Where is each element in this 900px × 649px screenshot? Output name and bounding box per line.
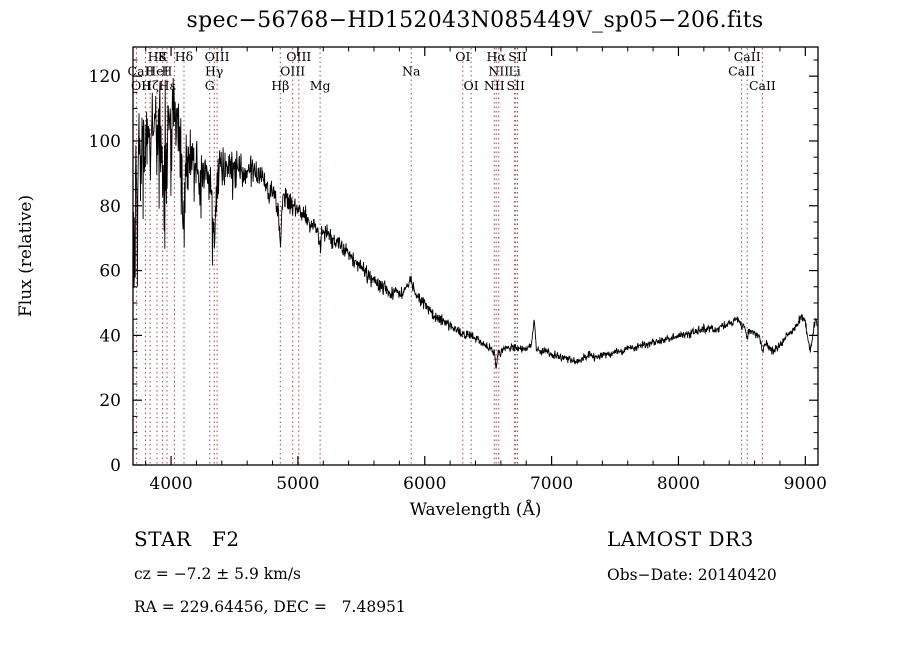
y-tick-label: 80 bbox=[99, 197, 121, 217]
spectral-line-label: SII bbox=[508, 49, 527, 64]
spectral-line-label: CaII bbox=[728, 64, 755, 79]
x-tick-label: 6000 bbox=[403, 474, 446, 494]
spectral-line-label: Mg bbox=[310, 78, 331, 93]
spectral-line-label: H bbox=[162, 64, 173, 79]
spectral-line-label: H8 bbox=[148, 49, 167, 64]
spectral-line-label: K bbox=[158, 49, 168, 64]
obs-date-label: Obs−Date: 20140420 bbox=[607, 566, 777, 584]
spectral-line-label: CaII bbox=[749, 78, 776, 93]
spectral-line-label: OIII bbox=[286, 49, 311, 64]
spectral-line-label: Li bbox=[508, 64, 520, 79]
object-class-label: STAR F2 bbox=[134, 527, 240, 551]
spectral-line-label: OI bbox=[455, 49, 470, 64]
x-tick-label: 5000 bbox=[276, 474, 319, 494]
spectral-line-label: OI bbox=[464, 78, 479, 93]
spectrum-trace bbox=[133, 77, 818, 369]
spectral-line-label: Hγ bbox=[205, 64, 223, 79]
y-tick-label: 60 bbox=[99, 262, 121, 282]
spectral-line-label: Hβ bbox=[271, 78, 289, 93]
spectral-line-label: SII bbox=[506, 78, 525, 93]
x-tick-label: 7000 bbox=[530, 474, 573, 494]
x-axis-label: Wavelength (Å) bbox=[409, 500, 542, 520]
y-tick-label: 40 bbox=[99, 326, 121, 346]
spectral-line-label: HeI bbox=[145, 64, 168, 79]
x-tick-label: 9000 bbox=[784, 474, 827, 494]
spectral-line-label: Hδ bbox=[175, 49, 193, 64]
ra-dec-label: RA = 229.64456, DEC = 7.48951 bbox=[134, 598, 406, 616]
spectral-line-label: NII bbox=[484, 78, 505, 93]
y-tick-label: 120 bbox=[89, 67, 121, 87]
spectral-line-label: Hα bbox=[487, 49, 507, 64]
spectral-line-label: NII bbox=[488, 64, 509, 79]
y-tick-label: 100 bbox=[89, 132, 121, 152]
plot-frame bbox=[132, 46, 819, 466]
survey-release-label: LAMOST DR3 bbox=[607, 527, 754, 551]
spectral-line-label: Hζ bbox=[141, 78, 159, 93]
y-tick-label: 0 bbox=[110, 456, 121, 476]
spectral-line-label: Na bbox=[402, 64, 421, 79]
spectral-line-label: OII bbox=[131, 78, 151, 93]
x-tick-label: 8000 bbox=[657, 474, 700, 494]
spectral-line-label: CaII bbox=[128, 64, 155, 79]
spectral-line-label: OIII bbox=[205, 49, 230, 64]
spectral-line-label: OIII bbox=[280, 64, 305, 79]
spectral-line-label: G bbox=[205, 78, 215, 93]
spectral-line-label: CaII bbox=[734, 49, 761, 64]
y-tick-label: 20 bbox=[99, 391, 121, 411]
cz-velocity-label: cz = −7.2 ± 5.9 km/s bbox=[134, 565, 302, 583]
x-tick-label: 4000 bbox=[149, 474, 192, 494]
spectral-line-label: Hε bbox=[159, 78, 176, 93]
plot-title: spec−56768−HD152043N085449V_sp05−206.fit… bbox=[186, 8, 764, 33]
